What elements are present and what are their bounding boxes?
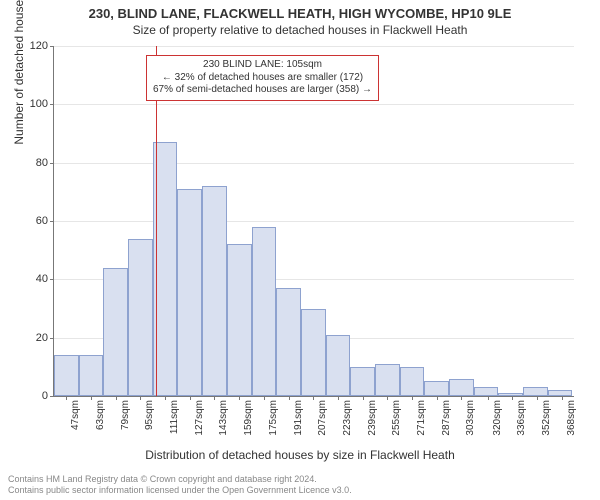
x-tick-label: 159sqm (243, 400, 254, 444)
x-tick-label: 368sqm (566, 400, 577, 444)
x-tick-label: 143sqm (218, 400, 229, 444)
x-tick-mark (214, 396, 215, 400)
x-tick-mark (363, 396, 364, 400)
annotation-line1: 230 BLIND LANE: 105sqm (153, 59, 372, 72)
x-tick-label: 223sqm (342, 400, 353, 444)
histogram-bar (400, 367, 425, 396)
x-tick-mark (412, 396, 413, 400)
y-tick-mark (50, 221, 54, 222)
gridline (54, 46, 574, 47)
x-tick-mark (512, 396, 513, 400)
x-tick-label: 271sqm (416, 400, 427, 444)
annotation-line2: ← 32% of detached houses are smaller (17… (153, 72, 372, 85)
y-axis-label: Number of detached houses (12, 0, 26, 145)
histogram-bar (301, 309, 326, 397)
histogram-bar (548, 390, 573, 396)
y-tick-mark (50, 338, 54, 339)
x-tick-mark (387, 396, 388, 400)
chart-subtitle: Size of property relative to detached ho… (0, 21, 600, 37)
annotation-box: 230 BLIND LANE: 105sqm ← 32% of detached… (146, 55, 379, 101)
histogram-bar (474, 387, 499, 396)
histogram-bar (449, 379, 474, 397)
chart-title: 230, BLIND LANE, FLACKWELL HEATH, HIGH W… (0, 0, 600, 21)
y-tick-label: 40 (8, 273, 48, 285)
y-tick-label: 100 (8, 98, 48, 110)
x-tick-label: 255sqm (391, 400, 402, 444)
x-tick-label: 79sqm (120, 400, 131, 444)
x-tick-mark (91, 396, 92, 400)
x-tick-label: 303sqm (465, 400, 476, 444)
x-tick-label: 127sqm (194, 400, 205, 444)
histogram-bar (375, 364, 400, 396)
x-tick-label: 207sqm (317, 400, 328, 444)
x-tick-mark (264, 396, 265, 400)
x-tick-mark (140, 396, 141, 400)
y-tick-mark (50, 163, 54, 164)
y-tick-label: 80 (8, 157, 48, 169)
y-tick-mark (50, 396, 54, 397)
annotation-line3: 67% of semi-detached houses are larger (… (153, 84, 372, 97)
x-tick-label: 47sqm (70, 400, 81, 444)
y-tick-label: 20 (8, 332, 48, 344)
histogram-bar (103, 268, 128, 396)
gridline (54, 104, 574, 105)
y-tick-mark (50, 104, 54, 105)
x-tick-mark (116, 396, 117, 400)
y-tick-label: 0 (8, 390, 48, 402)
x-tick-mark (338, 396, 339, 400)
histogram-bar (424, 381, 449, 396)
x-tick-label: 111sqm (169, 400, 180, 444)
footer-attribution: Contains HM Land Registry data © Crown c… (8, 474, 352, 496)
gridline (54, 163, 574, 164)
histogram-bar (498, 393, 523, 396)
x-tick-mark (488, 396, 489, 400)
x-tick-mark (461, 396, 462, 400)
histogram-bar (252, 227, 277, 396)
histogram-bar (177, 189, 202, 396)
x-tick-mark (537, 396, 538, 400)
histogram-bar (79, 355, 104, 396)
footer-line1: Contains HM Land Registry data © Crown c… (8, 474, 352, 485)
y-tick-label: 120 (8, 40, 48, 52)
x-tick-label: 352sqm (541, 400, 552, 444)
chart-container: 230, BLIND LANE, FLACKWELL HEATH, HIGH W… (0, 0, 600, 500)
x-tick-mark (239, 396, 240, 400)
x-tick-label: 287sqm (441, 400, 452, 444)
x-tick-mark (190, 396, 191, 400)
x-tick-mark (437, 396, 438, 400)
x-tick-label: 191sqm (293, 400, 304, 444)
y-tick-mark (50, 46, 54, 47)
x-axis-label: Distribution of detached houses by size … (0, 448, 600, 462)
footer-line3: Contains public sector information licen… (8, 485, 352, 496)
histogram-bar (326, 335, 351, 396)
histogram-bar (227, 244, 252, 396)
histogram-bar (523, 387, 548, 396)
x-tick-label: 336sqm (516, 400, 527, 444)
x-tick-mark (562, 396, 563, 400)
x-tick-mark (313, 396, 314, 400)
x-tick-label: 239sqm (367, 400, 378, 444)
y-tick-mark (50, 279, 54, 280)
x-tick-label: 63sqm (95, 400, 106, 444)
x-tick-label: 320sqm (492, 400, 503, 444)
y-tick-label: 60 (8, 215, 48, 227)
gridline (54, 221, 574, 222)
plot-area: 230 BLIND LANE: 105sqm ← 32% of detached… (54, 46, 574, 396)
histogram-bar (54, 355, 79, 396)
x-tick-label: 95sqm (144, 400, 155, 444)
x-tick-mark (66, 396, 67, 400)
x-tick-mark (165, 396, 166, 400)
histogram-bar (276, 288, 301, 396)
x-tick-label: 175sqm (268, 400, 279, 444)
histogram-bar (202, 186, 227, 396)
x-tick-mark (289, 396, 290, 400)
histogram-bar (350, 367, 375, 396)
histogram-bar (128, 239, 153, 397)
